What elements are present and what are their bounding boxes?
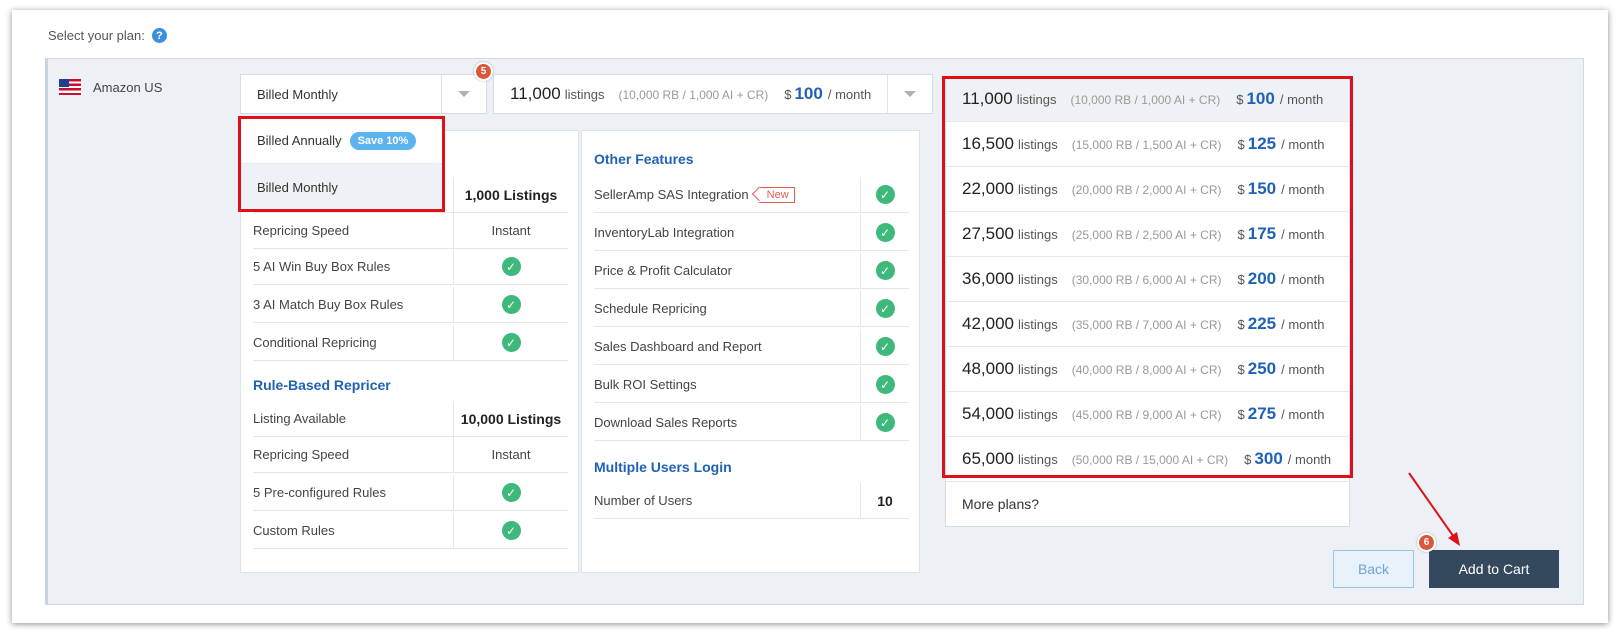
billing-option-annually[interactable]: Billed Annually Save 10% — [241, 118, 442, 164]
chevron-down-icon — [458, 91, 470, 97]
check-icon: ✓ — [501, 333, 521, 352]
check-icon: ✓ — [875, 413, 895, 432]
plan-option[interactable]: 16,500 listings (15,000 RB / 1,500 AI + CR… — [946, 122, 1349, 167]
billing-option-monthly[interactable]: Billed Monthly — [241, 164, 442, 210]
check-icon: ✓ — [501, 483, 521, 502]
step-badge-5: 5 — [474, 62, 493, 81]
select-plan-label: Select your plan: ? — [48, 28, 167, 43]
check-icon: ✓ — [875, 299, 895, 318]
help-icon[interactable]: ? — [151, 28, 167, 43]
check-icon: ✓ — [875, 375, 895, 394]
billing-cycle-select[interactable]: Billed Monthly — [240, 74, 487, 114]
users-row: Number of Users 10 — [594, 483, 909, 519]
ai-listing-row: 1,000 Listings — [253, 177, 568, 213]
plan-option[interactable]: 42,000 listings (35,000 RB / 7,000 AI + CR… — [946, 302, 1349, 347]
check-icon: ✓ — [875, 337, 895, 356]
ai-row: 5 AI Win Buy Box Rules ✓ — [253, 249, 568, 285]
rule-based-title: Rule-Based Repricer — [253, 377, 391, 393]
rule-row: Custom Rules ✓ — [253, 513, 568, 549]
plan-dropdown-menu: 11,000 listings (10,000 RB / 1,000 AI + CR… — [945, 76, 1350, 527]
check-icon: ✓ — [875, 261, 895, 280]
selected-plan: 11,000 listings (10,000 RB / 1,000 AI + … — [510, 84, 872, 103]
rule-row: Listing Available 10,000 Listings — [253, 401, 568, 437]
save-badge: Save 10% — [349, 131, 417, 150]
us-flag-icon — [59, 79, 81, 95]
rule-row: 5 Pre-configured Rules ✓ — [253, 475, 568, 511]
billing-dropdown-menu: Billed Annually Save 10% Billed Monthly — [240, 117, 443, 212]
ai-row: Conditional Repricing ✓ — [253, 325, 568, 361]
plan-option[interactable]: 22,000 listings (20,000 RB / 2,000 AI + CR… — [946, 167, 1349, 212]
other-features-title: Other Features — [594, 151, 694, 167]
feature-row: Download Sales Reports ✓ — [594, 405, 909, 441]
feature-row: Price & Profit Calculator ✓ — [594, 253, 909, 289]
marketplace: Amazon US — [59, 79, 162, 95]
marketplace-name: Amazon US — [93, 79, 163, 95]
plan-dropdown-toggle[interactable] — [887, 75, 932, 113]
pointer-arrow-icon — [1408, 472, 1460, 546]
billing-cycle-value: Billed Monthly — [257, 87, 338, 102]
back-button[interactable]: Back — [1333, 550, 1414, 588]
ai-row: Repricing Speed Instant — [253, 213, 568, 249]
rule-row: Repricing Speed Instant — [253, 437, 568, 473]
billing-dropdown-toggle[interactable] — [441, 75, 486, 113]
plan-option[interactable]: 54,000 listings (45,000 RB / 9,000 AI + CR… — [946, 392, 1349, 437]
plan-select[interactable]: 11,000 listings (10,000 RB / 1,000 AI + … — [493, 74, 933, 114]
check-icon: ✓ — [875, 223, 895, 242]
more-plans-link[interactable]: More plans? — [962, 496, 1040, 512]
check-icon: ✓ — [875, 185, 895, 204]
chevron-down-icon — [904, 91, 916, 97]
plan-option[interactable]: 11,000 listings (10,000 RB / 1,000 AI + CR… — [946, 77, 1349, 122]
feature-row: InventoryLab Integration ✓ — [594, 215, 909, 251]
check-icon: ✓ — [501, 257, 521, 276]
other-features-card: Other Features SellerAmp SAS Integration… — [581, 130, 920, 573]
plan-option[interactable]: 65,000 listings (50,000 RB / 15,000 AI + C… — [946, 437, 1349, 482]
ai-row: 3 AI Match Buy Box Rules ✓ — [253, 287, 568, 323]
check-icon: ✓ — [501, 521, 521, 540]
new-tag: New — [758, 186, 795, 203]
check-icon: ✓ — [501, 295, 521, 314]
plan-option[interactable]: 48,000 listings (40,000 RB / 8,000 AI + CR… — [946, 347, 1349, 392]
feature-row: Bulk ROI Settings ✓ — [594, 367, 909, 403]
step-badge-6: 6 — [1417, 533, 1436, 552]
feature-row: Schedule Repricing ✓ — [594, 291, 909, 327]
feature-row: Sales Dashboard and Report ✓ — [594, 329, 909, 365]
plan-option[interactable]: 27,500 listings (25,000 RB / 2,500 AI + CR… — [946, 212, 1349, 257]
multi-users-title: Multiple Users Login — [594, 459, 732, 475]
plan-option[interactable]: 36,000 listings (30,000 RB / 6,000 AI + CR… — [946, 257, 1349, 302]
add-to-cart-button[interactable]: Add to Cart — [1429, 550, 1559, 588]
feature-row: SellerAmp SAS Integration New ✓ — [594, 177, 909, 213]
